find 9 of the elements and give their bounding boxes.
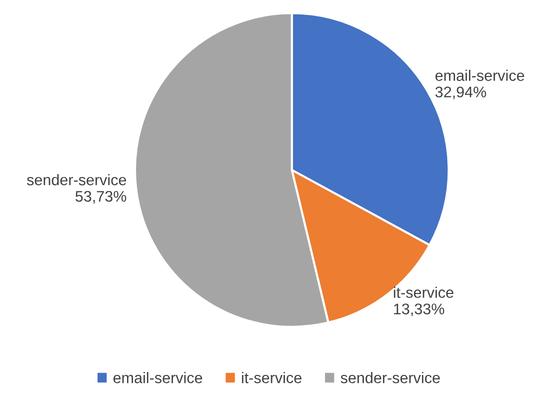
slice-label: sender-service [26,174,126,186]
legend-label: sender-service [340,372,440,384]
data-label: 53,73% [76,190,126,204]
data-label: 32,94% [435,86,486,100]
slice-label: it-service [394,286,454,298]
legend-label: it-service [242,372,302,384]
slice-label: email-service [435,70,524,81]
data-label: 13,33% [394,304,444,316]
legend-label: email-service [113,372,202,384]
